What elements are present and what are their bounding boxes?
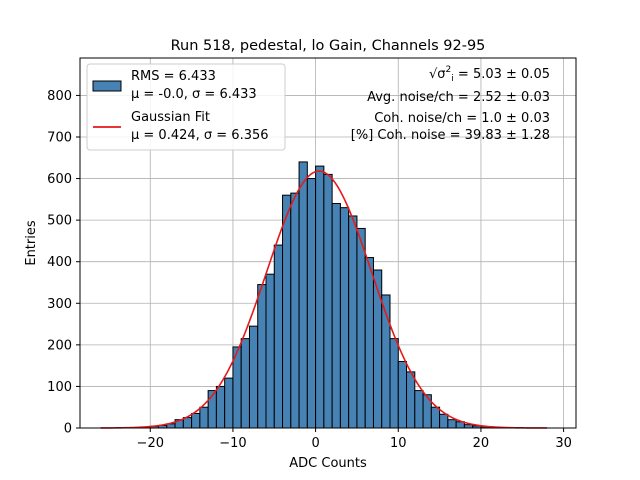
y-axis: 0 100 200 300 400 500 600 700 800: [47, 89, 80, 437]
histogram-bar: [389, 338, 399, 429]
y-tick-label: 300: [47, 297, 72, 312]
y-tick-label: 200: [47, 338, 72, 353]
histogram-bar: [406, 371, 416, 429]
histogram-bar: [306, 178, 317, 429]
histogram-bar: [298, 161, 308, 429]
histogram-bar: [240, 338, 250, 429]
annotation-total-noise: √σ2i = 5.03 ± 0.05: [429, 65, 550, 84]
y-axis-label: Entries: [24, 220, 39, 266]
y-tick-label: 400: [47, 255, 72, 270]
legend-label-histogram: RMS = 6.433: [131, 69, 216, 84]
sqrt-sigma-symbol: √σ: [429, 67, 446, 82]
histogram-bar: [191, 412, 201, 429]
chart-title: Run 518, pedestal, lo Gain, Channels 92-…: [171, 38, 486, 54]
histogram-bar: [439, 413, 449, 429]
histogram-bar: [257, 284, 267, 429]
histogram-bar: [364, 257, 374, 429]
histogram-bar: [397, 360, 408, 429]
legend-stats-histogram: μ = -0.0, σ = 6.433: [131, 87, 257, 102]
x-tick-label: 0: [311, 436, 319, 451]
histogram-bar: [414, 390, 424, 429]
histogram-bar: [315, 165, 325, 429]
noise-annotations: √σ2i = 5.03 ± 0.05 Avg. noise/ch = 2.52 …: [351, 65, 550, 143]
y-tick-label: 500: [47, 214, 72, 229]
x-tick-label: −20: [137, 436, 164, 451]
x-axis: −20 −10 0 10 20 30: [137, 428, 572, 451]
legend-label-fit: Gaussian Fit: [131, 110, 210, 125]
histogram-bar: [372, 269, 383, 429]
histogram-bar: [224, 377, 234, 429]
histogram-bar: [323, 173, 333, 429]
histogram-bar: [447, 419, 457, 429]
histogram-bar: [248, 325, 259, 429]
annotation-avg-noise: Avg. noise/ch = 2.52 ± 0.03: [367, 90, 550, 105]
x-tick-label: 20: [473, 436, 490, 451]
annotation-coh-noise: Coh. noise/ch = 1.0 ± 0.03: [374, 111, 550, 126]
histogram-bar: [273, 244, 284, 429]
y-tick-label: 100: [47, 380, 72, 395]
histogram-bar: [348, 215, 358, 429]
x-tick-label: 10: [390, 436, 407, 451]
x-axis-label: ADC Counts: [289, 456, 367, 471]
histogram-bar: [215, 385, 226, 429]
y-tick-label: 800: [47, 89, 72, 104]
histogram-bar: [331, 203, 341, 429]
histogram-bar: [282, 194, 292, 429]
y-tick-label: 600: [47, 172, 72, 187]
legend-swatch-histogram: [92, 80, 122, 92]
histogram-bar: [199, 406, 209, 429]
y-tick-label: 0: [64, 422, 72, 437]
histogram-bars: [141, 161, 498, 429]
x-tick-label: −10: [219, 436, 246, 451]
histogram-bar: [339, 207, 350, 429]
histogram-bar: [356, 227, 366, 429]
x-tick-label: 30: [555, 436, 572, 451]
histogram-bar: [290, 192, 300, 429]
legend-frame: [86, 63, 286, 151]
y-tick-label: 700: [47, 130, 72, 145]
histogram-bar: [430, 406, 441, 429]
legend-stats-fit: μ = 0.424, σ = 6.356: [131, 128, 269, 143]
gaussian-fit-curve: [100, 170, 548, 429]
histogram-bar: [265, 273, 275, 429]
annotation-coh-noise-percent: [%] Coh. noise = 39.83 ± 1.28: [351, 128, 550, 143]
legend: RMS = 6.433 μ = -0.0, σ = 6.433 Gaussian…: [86, 63, 286, 151]
plot-frame: [79, 57, 577, 429]
